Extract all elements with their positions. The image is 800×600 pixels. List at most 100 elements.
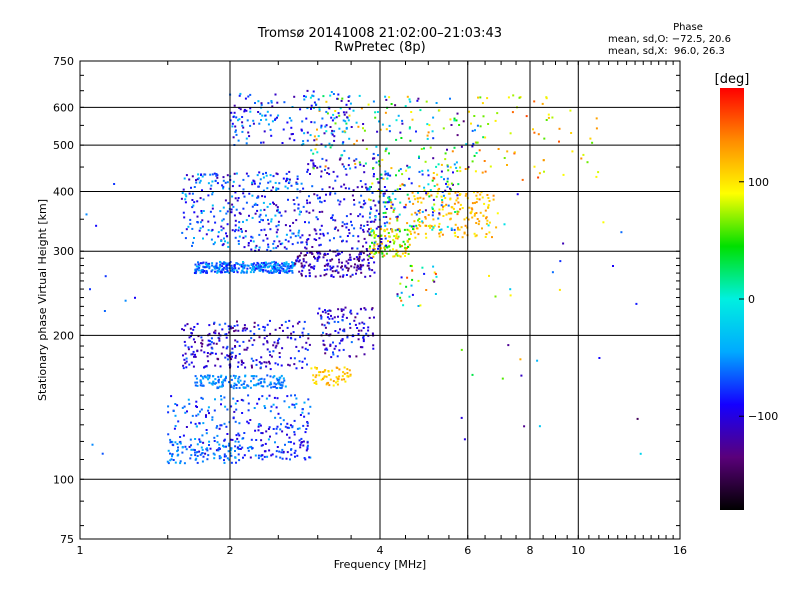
data-point <box>406 228 409 231</box>
data-point <box>208 332 211 335</box>
data-point <box>339 157 342 160</box>
data-point <box>324 125 327 128</box>
data-point <box>345 127 348 130</box>
data-point <box>252 263 255 266</box>
data-point <box>580 157 583 160</box>
data-point <box>468 110 470 113</box>
data-point <box>227 444 230 447</box>
data-point <box>362 127 364 130</box>
data-point <box>423 189 426 192</box>
data-point <box>275 225 278 228</box>
data-point <box>523 425 526 428</box>
data-point <box>319 233 322 236</box>
data-point <box>405 285 408 288</box>
data-point <box>187 225 190 228</box>
data-point <box>461 236 464 239</box>
data-point <box>251 194 254 197</box>
data-point <box>343 198 346 201</box>
data-point <box>338 127 341 130</box>
data-point <box>356 247 359 250</box>
data-point <box>413 220 416 223</box>
data-point <box>419 109 422 112</box>
data-point <box>383 246 386 249</box>
data-point <box>446 225 449 228</box>
data-point <box>399 188 402 190</box>
data-point <box>407 197 410 200</box>
data-point <box>201 225 204 228</box>
data-point <box>417 219 419 222</box>
data-point <box>411 265 413 268</box>
data-point <box>454 191 457 194</box>
data-point <box>367 264 370 267</box>
data-point <box>462 120 465 123</box>
data-point <box>424 160 427 163</box>
data-point <box>341 163 344 166</box>
data-point <box>543 170 545 173</box>
data-point <box>291 271 294 274</box>
data-point <box>533 165 536 168</box>
data-point <box>279 428 282 431</box>
data-point <box>389 174 392 177</box>
data-point <box>259 182 261 185</box>
data-point <box>247 244 250 247</box>
data-point <box>297 260 300 263</box>
data-point <box>235 384 238 387</box>
data-point <box>369 199 372 202</box>
data-point <box>303 320 306 323</box>
data-point <box>269 435 271 438</box>
data-point <box>242 188 245 191</box>
data-point <box>340 185 343 188</box>
data-point <box>411 293 414 296</box>
data-point <box>302 260 305 263</box>
data-point <box>196 443 199 446</box>
data-point <box>384 248 386 251</box>
data-point <box>247 95 250 98</box>
colorbar-tick-label: 0 <box>748 293 755 306</box>
data-point <box>350 312 353 315</box>
data-point <box>194 353 196 356</box>
data-point <box>362 228 365 231</box>
data-point <box>184 344 187 347</box>
data-point <box>329 265 332 268</box>
data-point <box>306 89 309 92</box>
data-point <box>352 234 355 237</box>
data-point <box>275 406 278 409</box>
data-point <box>551 116 554 119</box>
data-point <box>293 431 296 433</box>
data-point <box>366 230 369 233</box>
data-point <box>449 166 452 169</box>
data-point <box>507 96 510 99</box>
data-point <box>327 262 330 265</box>
data-point <box>343 328 346 331</box>
data-point <box>328 384 331 387</box>
data-point <box>234 236 237 239</box>
data-point <box>222 187 225 190</box>
data-point <box>299 414 302 416</box>
data-point <box>274 416 277 419</box>
data-point <box>338 258 340 261</box>
data-point <box>398 230 401 233</box>
data-point <box>236 262 239 265</box>
data-point <box>222 227 225 230</box>
data-point <box>377 181 380 184</box>
data-point <box>337 331 340 334</box>
data-point <box>259 424 262 427</box>
data-point <box>481 171 484 174</box>
data-point <box>258 266 261 269</box>
data-point <box>292 325 294 328</box>
data-point <box>215 173 218 175</box>
data-point <box>251 205 254 208</box>
x-tick-label: 4 <box>377 544 384 557</box>
data-point <box>308 211 311 214</box>
data-point <box>250 268 253 271</box>
data-point <box>243 271 246 274</box>
data-point <box>225 375 227 378</box>
data-point <box>349 167 352 170</box>
data-point <box>325 193 327 196</box>
data-point <box>307 337 310 340</box>
data-point <box>487 123 490 125</box>
data-point <box>325 159 328 162</box>
data-point <box>487 206 490 209</box>
data-point <box>211 416 214 419</box>
data-point <box>269 332 272 335</box>
